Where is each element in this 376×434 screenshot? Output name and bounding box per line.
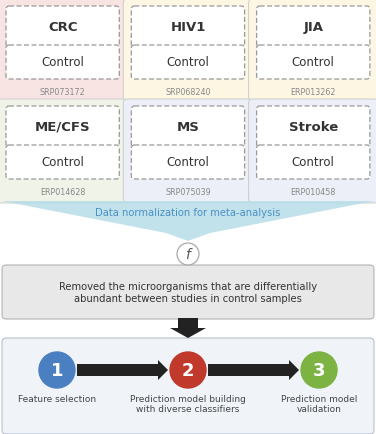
FancyBboxPatch shape [256, 146, 370, 180]
FancyBboxPatch shape [256, 107, 370, 148]
Text: ERP010458: ERP010458 [291, 187, 336, 197]
Text: Control: Control [167, 156, 209, 169]
Text: SRP075039: SRP075039 [165, 187, 211, 197]
FancyBboxPatch shape [249, 100, 376, 204]
FancyBboxPatch shape [131, 146, 245, 180]
Polygon shape [170, 318, 206, 338]
FancyBboxPatch shape [6, 46, 119, 80]
Text: Control: Control [292, 56, 335, 69]
Text: SRP068240: SRP068240 [165, 88, 211, 97]
Text: ME/CFS: ME/CFS [35, 121, 91, 134]
Polygon shape [208, 360, 299, 380]
Text: Data normalization for meta-analysis: Data normalization for meta-analysis [95, 207, 281, 217]
FancyBboxPatch shape [131, 46, 245, 80]
Circle shape [170, 352, 206, 388]
Polygon shape [77, 360, 168, 380]
Text: ERP013262: ERP013262 [291, 88, 336, 97]
Text: Removed the microorganisms that are differentially
abundant between studies in c: Removed the microorganisms that are diff… [59, 282, 317, 303]
FancyBboxPatch shape [256, 46, 370, 80]
Text: Feature selection: Feature selection [18, 394, 96, 403]
FancyBboxPatch shape [123, 0, 253, 104]
Circle shape [301, 352, 337, 388]
Text: 2: 2 [182, 361, 194, 379]
Text: Control: Control [41, 56, 84, 69]
Text: Control: Control [167, 56, 209, 69]
FancyBboxPatch shape [0, 0, 127, 104]
Text: ERP014628: ERP014628 [40, 187, 85, 197]
Text: Control: Control [41, 156, 84, 169]
Text: SRP073172: SRP073172 [40, 88, 85, 97]
FancyBboxPatch shape [0, 100, 127, 204]
Text: HIV1: HIV1 [170, 21, 206, 34]
FancyBboxPatch shape [6, 107, 119, 148]
FancyBboxPatch shape [6, 7, 119, 48]
Circle shape [177, 243, 199, 265]
Text: Control: Control [292, 156, 335, 169]
Text: f: f [186, 247, 190, 261]
Text: Prediction model building
with diverse classifiers: Prediction model building with diverse c… [130, 394, 246, 414]
FancyBboxPatch shape [131, 7, 245, 48]
Text: Stroke: Stroke [289, 121, 338, 134]
Text: 3: 3 [313, 361, 325, 379]
Text: Prediction model
validation: Prediction model validation [281, 394, 357, 414]
Polygon shape [2, 201, 374, 241]
Text: 1: 1 [51, 361, 63, 379]
Text: MS: MS [176, 121, 199, 134]
FancyBboxPatch shape [2, 338, 374, 434]
FancyBboxPatch shape [131, 107, 245, 148]
FancyBboxPatch shape [249, 0, 376, 104]
Text: CRC: CRC [48, 21, 77, 34]
FancyBboxPatch shape [256, 7, 370, 48]
FancyBboxPatch shape [123, 100, 253, 204]
Text: JIA: JIA [303, 21, 323, 34]
FancyBboxPatch shape [2, 265, 374, 319]
FancyBboxPatch shape [6, 146, 119, 180]
Circle shape [39, 352, 75, 388]
